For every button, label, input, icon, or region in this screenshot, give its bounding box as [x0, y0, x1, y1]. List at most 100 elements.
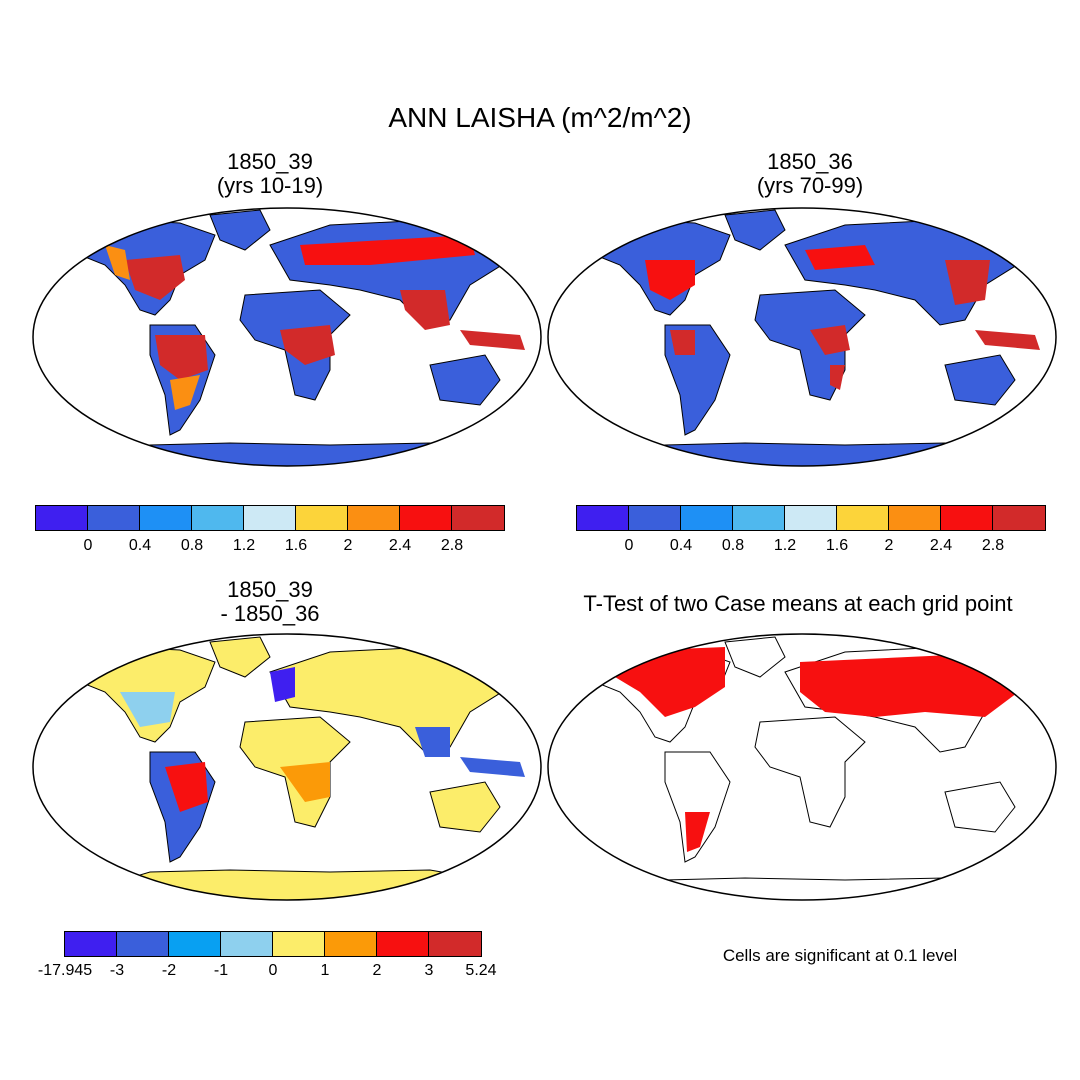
- colorbar-tick-label: 0.4: [128, 537, 152, 554]
- colorbar-tick-label: -1: [213, 962, 229, 979]
- africa-south: [830, 365, 845, 390]
- colorbar-tick-label: 0: [83, 537, 93, 554]
- south-america: [664, 751, 731, 863]
- maritime-se-asia: [460, 757, 525, 777]
- panel-1-title: 1850_39 (yrs 10-19): [120, 150, 420, 198]
- eurasia-band: [300, 235, 475, 265]
- colorbar-swatch: [577, 506, 629, 530]
- figure-title: ANN LAISHA (m^2/m^2): [388, 102, 692, 133]
- colorbar-panel-1: [35, 505, 505, 531]
- amazon: [670, 330, 695, 355]
- colorbar-swatch: [296, 506, 348, 530]
- colorbar-swatch: [325, 932, 377, 956]
- africa-central: [280, 762, 330, 802]
- panel-1-title-line2: (yrs 10-19): [216, 173, 324, 198]
- colorbar-swatch: [681, 506, 733, 530]
- colorbar-swatch: [941, 506, 993, 530]
- colorbar-swatch: [993, 506, 1045, 530]
- south-asia: [400, 290, 450, 330]
- colorbar-swatch: [452, 506, 504, 530]
- colorbar-tick-label: 0: [268, 962, 278, 979]
- colorbar-swatch: [65, 932, 117, 956]
- colorbar-swatch: [244, 506, 296, 530]
- antarctica: [89, 869, 511, 900]
- colorbar-tick-label: 0.8: [721, 537, 745, 554]
- colorbar-tick-label: 1.2: [232, 537, 256, 554]
- colorbar-tick-label: 2: [343, 537, 353, 554]
- north-america-west: [105, 245, 130, 280]
- panel-2-title-line2: (yrs 70-99): [756, 173, 864, 198]
- europe-west: [270, 667, 295, 702]
- colorbar-swatch: [117, 932, 169, 956]
- eurasia-sig: [800, 652, 1025, 717]
- colorbar-swatch: [192, 506, 244, 530]
- south-america-sig: [685, 812, 710, 852]
- maritime-se-asia: [975, 330, 1040, 350]
- colorbar-swatch: [837, 506, 889, 530]
- map-panel-1: [32, 207, 542, 467]
- colorbar-swatch: [889, 506, 941, 530]
- colorbar-swatch: [400, 506, 452, 530]
- colorbar-swatch: [348, 506, 400, 530]
- colorbar-swatch: [429, 932, 481, 956]
- colorbar-tick-label: -2: [161, 962, 177, 979]
- colorbar-swatch: [273, 932, 325, 956]
- colorbar-swatch: [221, 932, 273, 956]
- panel-2-title-line1: 1850_36: [767, 149, 853, 174]
- colorbar-tick-label: 2.8: [440, 537, 464, 554]
- australia: [429, 354, 501, 406]
- colorbar-tick-label: 1.6: [284, 537, 308, 554]
- colorbar-tick-label: 2.4: [929, 537, 953, 554]
- greenland: [209, 209, 271, 251]
- colorbar-swatch: [629, 506, 681, 530]
- colorbar-swatch: [88, 506, 140, 530]
- africa-central: [280, 325, 335, 365]
- colorbar-tick-label: 1: [320, 962, 330, 979]
- colorbar-swatch: [733, 506, 785, 530]
- panel-1-title-line1: 1850_39: [227, 149, 313, 174]
- east-asia: [945, 260, 990, 305]
- colorbar-swatch: [785, 506, 837, 530]
- australia: [944, 354, 1016, 406]
- colorbar-tick-label: 5.24: [465, 962, 497, 979]
- europe: [805, 245, 875, 270]
- north-america-east: [645, 260, 695, 300]
- panel-4-title: T-Test of two Case means at each grid po…: [583, 591, 1013, 616]
- africa: [754, 716, 866, 828]
- north-america-mid: [120, 692, 175, 727]
- map-panel-3: [32, 633, 542, 901]
- australia: [944, 781, 1016, 833]
- greenland: [724, 209, 786, 251]
- colorbar-tick-label: 0: [624, 537, 634, 554]
- colorbar-swatch: [140, 506, 192, 530]
- panel-3-title-line1: 1850_39: [227, 577, 313, 602]
- amazon: [155, 335, 208, 380]
- amazon: [165, 762, 208, 812]
- colorbar-swatch: [169, 932, 221, 956]
- map-panel-4: [547, 633, 1057, 901]
- greenland: [209, 636, 271, 678]
- significance-note: Cells are significant at 0.1 level: [722, 946, 958, 965]
- colorbar-tick-label: 1.2: [773, 537, 797, 554]
- colorbar-tick-label: 0.8: [180, 537, 204, 554]
- africa-central: [810, 325, 850, 355]
- colorbar-tick-label: -17.945: [37, 962, 93, 979]
- colorbar-tick-label: 2.8: [981, 537, 1005, 554]
- se-asia: [415, 727, 450, 757]
- greenland: [724, 636, 786, 678]
- maritime-se-asia: [460, 330, 525, 350]
- north-america-east: [125, 255, 185, 300]
- map-panel-2: [547, 207, 1057, 467]
- panel-2-title: 1850_36 (yrs 70-99): [660, 150, 960, 198]
- colorbar-tick-label: -3: [109, 962, 125, 979]
- colorbar-tick-label: 1.6: [825, 537, 849, 554]
- colorbar-tick-label: 2: [884, 537, 894, 554]
- colorbar-tick-label: 2: [372, 962, 382, 979]
- panel-3-title: 1850_39 - 1850_36: [120, 578, 420, 626]
- colorbar-panel-2: [576, 505, 1046, 531]
- colorbar-difference: [64, 931, 482, 957]
- panel-3-title-line2: - 1850_36: [220, 601, 320, 626]
- colorbar-tick-label: 3: [424, 962, 434, 979]
- colorbar-swatch: [377, 932, 429, 956]
- colorbar-swatch: [36, 506, 88, 530]
